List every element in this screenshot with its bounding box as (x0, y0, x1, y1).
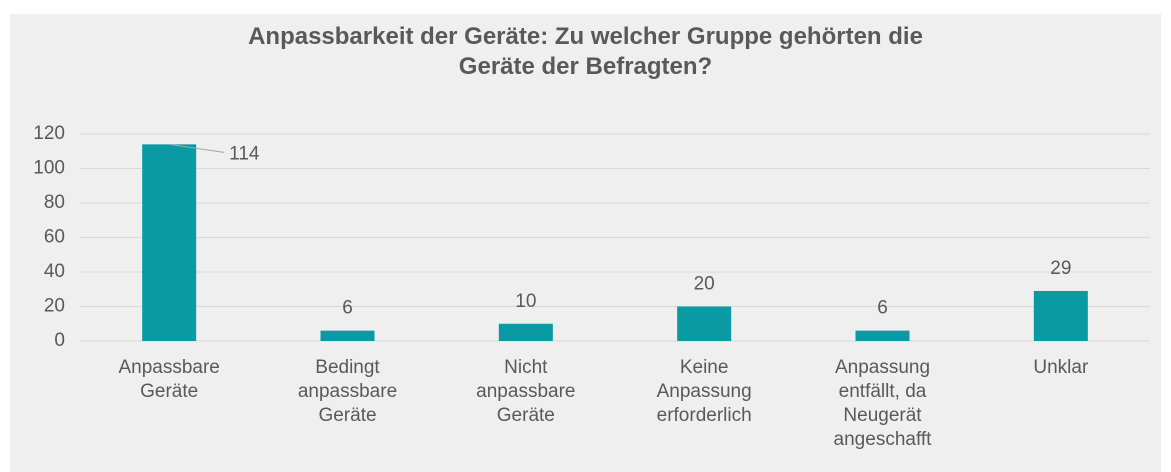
chart-background (10, 14, 1161, 472)
x-tick-label: Bedingt anpassbare Geräte (297, 357, 398, 426)
y-tick-label: 60 (44, 227, 65, 248)
data-label: 20 (694, 274, 715, 295)
y-tick-label: 40 (44, 261, 65, 282)
data-label: 6 (342, 298, 353, 319)
bar (142, 144, 197, 341)
chart-title: Anpassbarkeit der Geräte: Zu welcher Gru… (248, 23, 923, 80)
x-tick-label: Anpassung entfällt, da Neugerät angescha… (833, 357, 932, 450)
bar (498, 323, 553, 341)
x-tick-label: Nicht anpassbare Geräte (476, 357, 576, 426)
bar (855, 330, 910, 341)
data-label: 6 (877, 298, 888, 319)
y-tick-label: 120 (33, 123, 65, 144)
y-tick-label: 20 (44, 296, 65, 317)
bar (1033, 290, 1088, 341)
x-tick-label: Unklar (1033, 357, 1089, 378)
bar (677, 306, 732, 341)
data-label: 114 (229, 143, 260, 164)
data-label: 10 (515, 291, 536, 312)
y-tick-label: 80 (44, 192, 65, 213)
x-tick-label: Keine Anpassung erforderlich (656, 357, 752, 426)
y-tick-label: 0 (54, 330, 65, 351)
bar (320, 330, 375, 341)
leader-line (169, 143, 225, 153)
y-tick-label: 100 (33, 158, 65, 179)
data-label: 29 (1050, 258, 1071, 279)
x-tick-label: Anpassbare Geräte (118, 357, 220, 402)
